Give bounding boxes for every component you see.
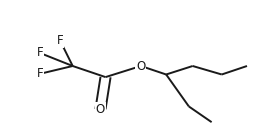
Text: O: O [136,60,146,72]
Text: F: F [57,34,63,47]
Text: F: F [37,46,43,59]
Text: F: F [37,67,43,80]
Text: O: O [96,103,105,116]
